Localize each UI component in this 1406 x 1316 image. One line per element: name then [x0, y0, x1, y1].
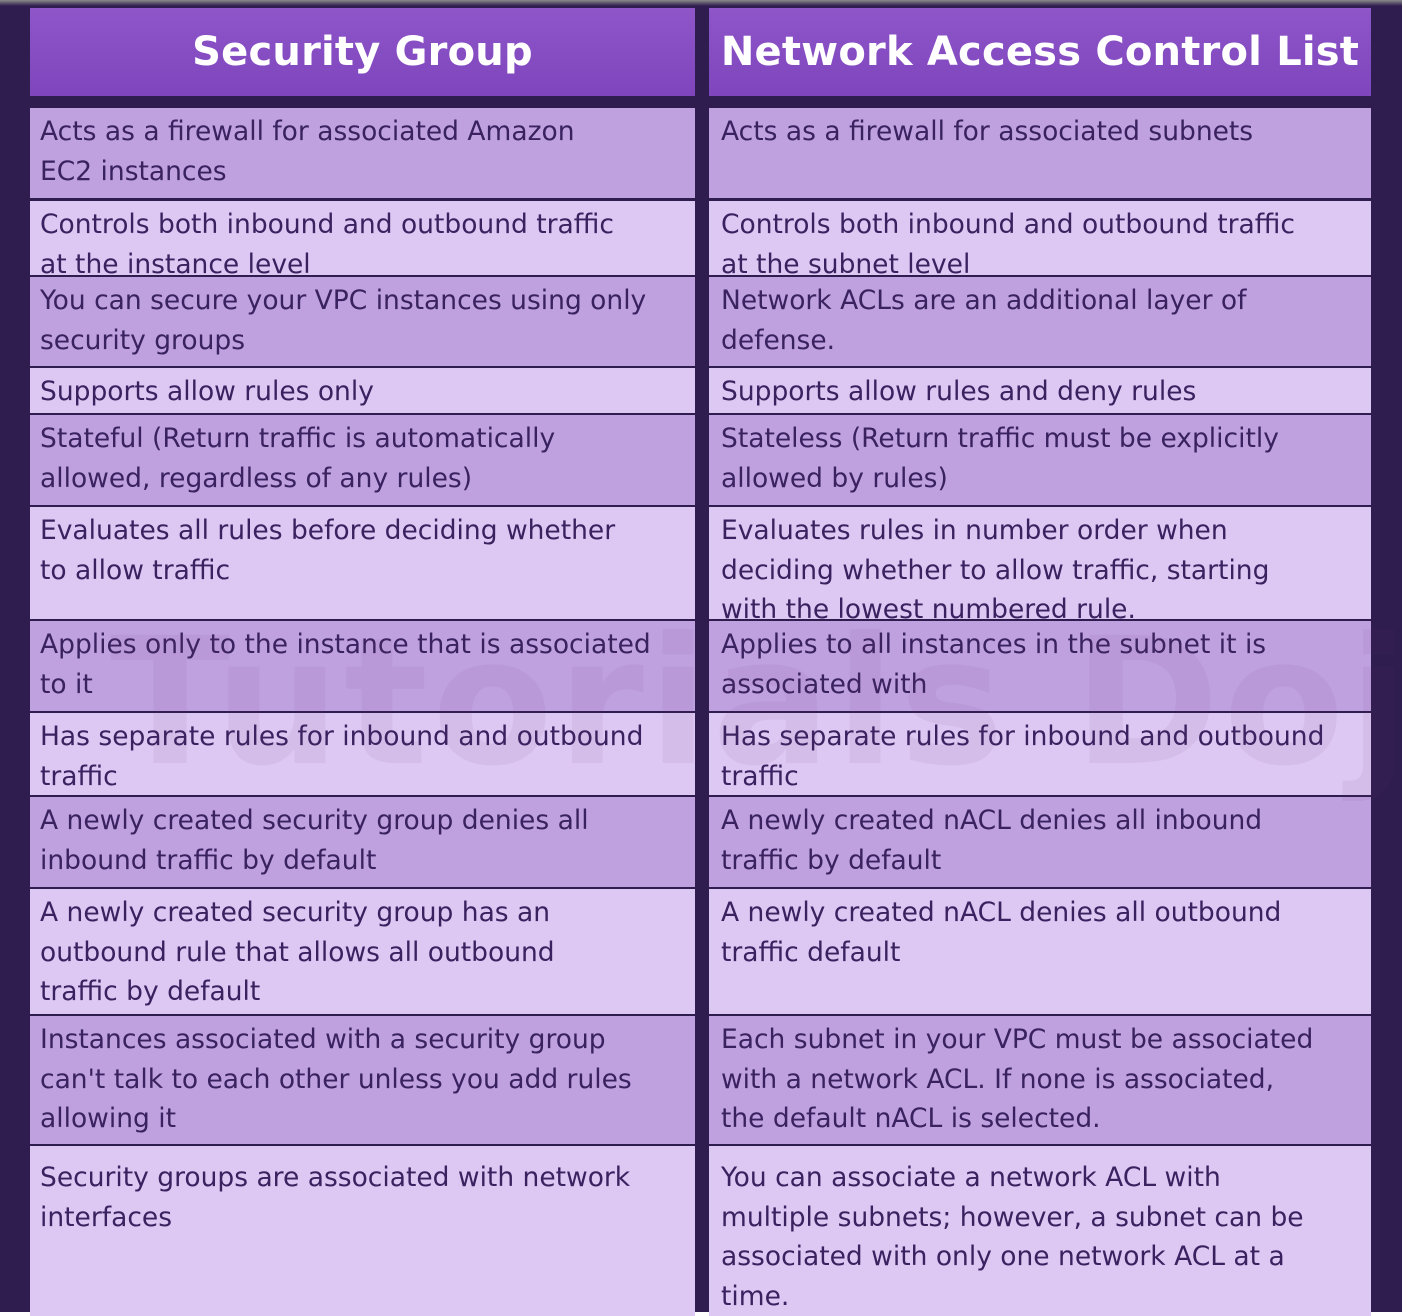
table-cell: Controls both inbound and outbound traff…	[30, 201, 695, 280]
table-cell: Has separate rules for inbound and outbo…	[30, 713, 695, 795]
top-shadow	[0, 0, 1402, 6]
table-cell: Network ACLs are an additional layer of …	[709, 277, 1371, 366]
table-cell: Security groups are associated with netw…	[30, 1146, 695, 1316]
table-cell: Acts as a firewall for associated subnet…	[709, 108, 1371, 198]
table-cell: Applies to all instances in the subnet i…	[709, 621, 1371, 711]
table-cell: Evaluates rules in number order when dec…	[709, 507, 1371, 625]
table-cell: Instances associated with a security gro…	[30, 1016, 695, 1144]
table-cell: A newly created security group has an ou…	[30, 889, 695, 1014]
header-network-acl: Network Access Control List	[709, 8, 1371, 96]
table-cell: You can secure your VPC instances using …	[30, 277, 695, 366]
table-cell: Has separate rules for inbound and outbo…	[709, 713, 1371, 795]
table-cell: Applies only to the instance that is ass…	[30, 621, 695, 711]
table-cell: Stateful (Return traffic is automaticall…	[30, 415, 695, 505]
table-cell: A newly created nACL denies all outbound…	[709, 889, 1371, 1014]
table-cell: Evaluates all rules before deciding whet…	[30, 507, 695, 619]
table-cell: Supports allow rules and deny rules	[709, 368, 1371, 413]
table-cell: Each subnet in your VPC must be associat…	[709, 1016, 1371, 1144]
table-cell: Acts as a firewall for associated Amazon…	[30, 108, 695, 198]
header-security-group: Security Group	[30, 8, 695, 96]
table-cell: Supports allow rules only	[30, 368, 695, 413]
table-cell: A newly created nACL denies all inbound …	[709, 797, 1371, 887]
table-cell: You can associate a network ACL with mul…	[709, 1146, 1371, 1316]
table-cell: A newly created security group denies al…	[30, 797, 695, 887]
table-cell: Controls both inbound and outbound traff…	[709, 201, 1371, 280]
table-cell: Stateless (Return traffic must be explic…	[709, 415, 1371, 505]
